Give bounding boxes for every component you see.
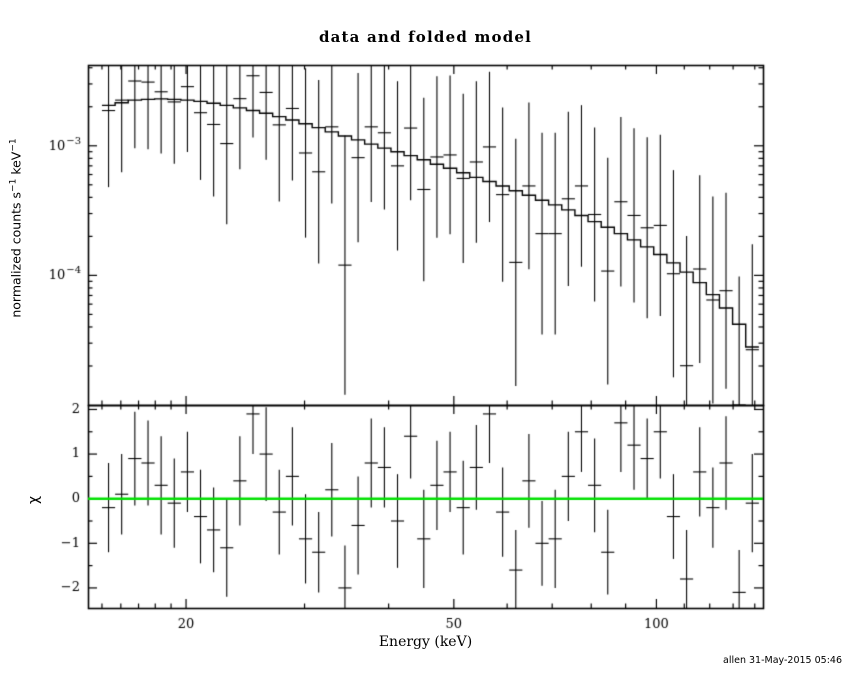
plot-title: data and folded model	[318, 28, 533, 46]
x-axis-label: Energy (keV)	[378, 634, 473, 650]
chi-axis-label: χ	[26, 495, 42, 505]
y-axis-label-mid: keV	[8, 151, 24, 179]
y-axis-label: normalized counts s−1 keV−1	[9, 138, 24, 317]
plot-signature: allen 31-May-2015 05:46	[723, 655, 842, 666]
y-axis-label-sup1: −1	[8, 178, 19, 192]
y-axis-label-sup2: −1	[8, 138, 19, 152]
y-axis-label-text: normalized counts s	[8, 191, 24, 318]
